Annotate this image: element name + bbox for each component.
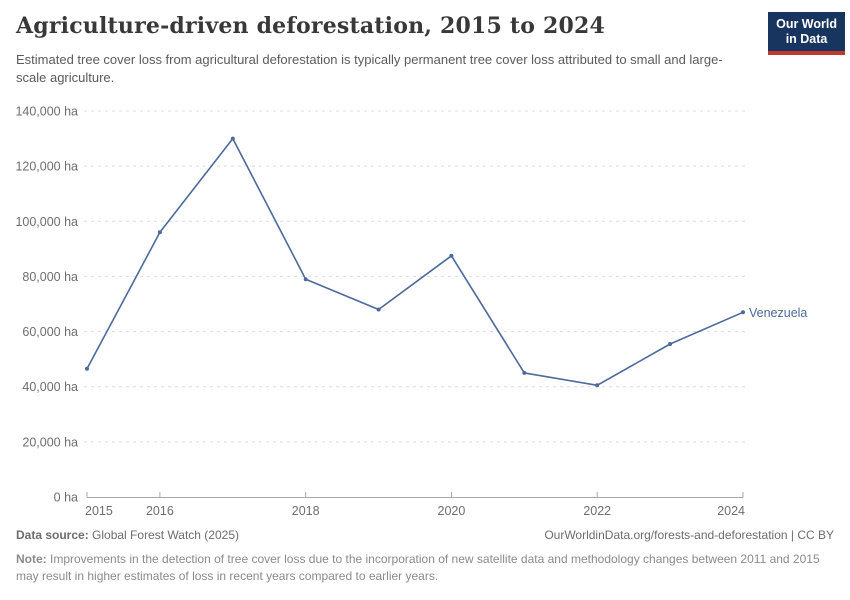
- y-axis-tick-label: 40,000 ha: [22, 380, 78, 394]
- x-axis-tick-label: 2015: [85, 504, 113, 518]
- data-point-2018[interactable]: [303, 277, 308, 282]
- data-point-2017[interactable]: [230, 136, 235, 141]
- y-axis-tick-label: 20,000 ha: [22, 435, 78, 449]
- series-end-label[interactable]: Venezuela: [749, 306, 807, 320]
- page-title: Agriculture-driven deforestation, 2015 t…: [16, 13, 606, 39]
- data-point-2023[interactable]: [668, 342, 673, 346]
- data-point-2019[interactable]: [376, 307, 381, 312]
- chart-footer: Data source: Global Forest Watch (2025) …: [16, 528, 834, 542]
- x-axis-tick-label: 2022: [583, 504, 611, 518]
- data-point-2022[interactable]: [595, 383, 600, 388]
- data-point-2020[interactable]: [449, 253, 454, 258]
- data-point-2015[interactable]: [85, 366, 89, 371]
- y-axis-tick-label: 0 ha: [54, 491, 78, 505]
- y-axis-tick-label: 80,000 ha: [22, 270, 78, 284]
- y-axis-tick-label: 120,000 ha: [15, 160, 78, 174]
- x-axis-tick-label: 2020: [438, 504, 466, 518]
- data-point-2024[interactable]: [741, 310, 745, 315]
- line-chart[interactable]: 0 ha 20,000 ha 40,000 ha 60,000 ha 80,000 ha…: [0, 95, 850, 530]
- data-point-2021[interactable]: [522, 370, 527, 375]
- x-axis-tick-label: 2018: [292, 504, 320, 518]
- data-source: Data source: Global Forest Watch (2025): [16, 528, 239, 542]
- owid-logo-line2: in Data: [785, 32, 828, 46]
- data-source-value: Global Forest Watch (2025): [88, 528, 239, 542]
- data-line[interactable]: [86, 137, 744, 387]
- y-axis-tick-label: 100,000 ha: [15, 215, 78, 229]
- chart-note-value: Improvements in the detection of tree co…: [16, 552, 820, 583]
- y-axis-tick-label: 60,000 ha: [22, 325, 78, 339]
- y-axis-tick-label: 140,000 ha: [15, 105, 78, 119]
- owid-logo[interactable]: Our World in Data: [768, 12, 845, 55]
- data-point-2016[interactable]: [157, 230, 162, 235]
- owid-logo-line1: Our World: [776, 17, 837, 31]
- data-source-label: Data source:: [16, 528, 89, 542]
- x-axis-tick-label: 2016: [146, 504, 174, 518]
- x-axis-tick-label: 2024: [717, 504, 745, 518]
- owid-attribution-link[interactable]: OurWorldinData.org/forests-and-deforesta…: [544, 528, 834, 542]
- chart-subtitle: Estimated tree cover loss from agricultu…: [16, 52, 723, 85]
- chart-note: Note: Improvements in the detection of t…: [16, 551, 836, 584]
- chart-note-label: Note:: [16, 552, 47, 566]
